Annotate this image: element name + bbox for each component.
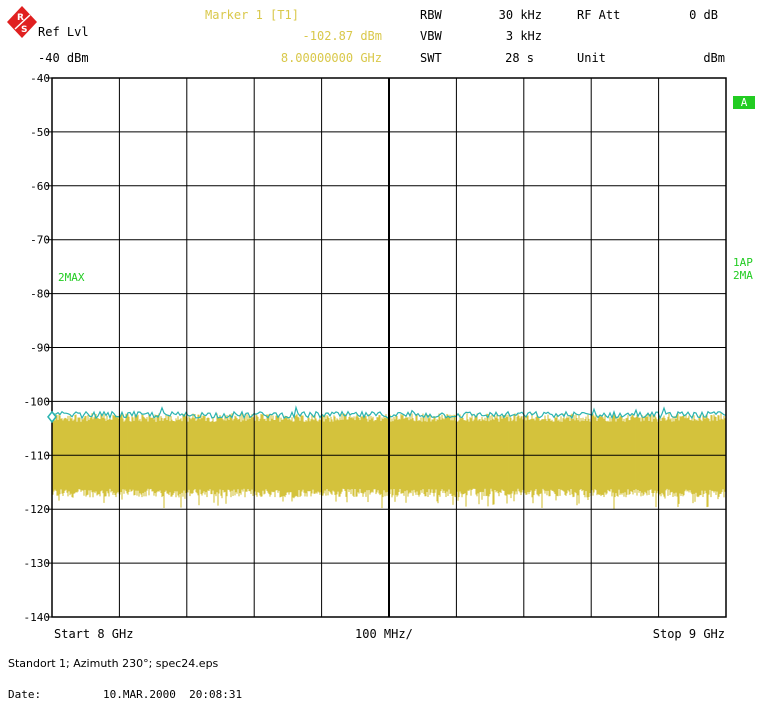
vbw-value: 3 kHz <box>505 29 542 43</box>
y-tick-label: -100 <box>24 395 51 408</box>
y-tick-label: -120 <box>24 503 51 516</box>
date-label: Date: <box>8 688 42 701</box>
svg-text:S: S <box>21 25 27 35</box>
trace-2max-label: 2MAX <box>58 271 85 284</box>
trace-1ap-label: 1AP <box>733 256 753 269</box>
y-tick-label: -70 <box>30 234 50 247</box>
y-tick-label: -140 <box>24 611 51 624</box>
marker-1-symbol <box>47 410 57 424</box>
ref-level-label: Ref Lvl <box>38 25 89 39</box>
date-value: 10.MAR.2000 20:08:31 <box>103 688 243 701</box>
start-frequency: Start 8 GHz <box>54 627 134 641</box>
unit-value: dBm <box>703 51 725 65</box>
rbw-value: 30 kHz <box>498 8 542 22</box>
rf-att-label: RF Att <box>577 8 621 22</box>
y-tick-label: -50 <box>30 126 50 139</box>
ref-level-value: -40 dBm <box>38 51 89 65</box>
y-tick-label: -130 <box>24 557 51 570</box>
rohde-schwarz-logo-icon: R S <box>7 6 37 38</box>
y-tick-label: -90 <box>30 342 50 355</box>
marker-frequency: 8.00000000 GHz <box>280 51 382 65</box>
rf-att-value: 0 dB <box>689 8 718 22</box>
unit-label: Unit <box>577 51 606 65</box>
marker-title: Marker 1 [T1] <box>205 8 299 22</box>
svg-text:R: R <box>17 13 24 23</box>
y-tick-label: -80 <box>30 288 50 301</box>
rbw-label: RBW <box>420 8 442 22</box>
y-tick-label: -60 <box>30 180 50 193</box>
y-tick-label: -110 <box>24 449 51 462</box>
marker-level: -102.87 dBm <box>302 29 382 43</box>
swt-value: 28 s <box>505 51 534 65</box>
y-tick-label: -40 <box>30 72 50 85</box>
swt-label: SWT <box>420 51 442 65</box>
stop-frequency: Stop 9 GHz <box>652 627 725 641</box>
caption: Standort 1; Azimuth 230°; spec24.eps <box>8 657 219 670</box>
span-per-division: 100 MHz/ <box>355 627 413 641</box>
trace-a-badge: A <box>733 96 755 109</box>
vbw-label: VBW <box>420 29 442 43</box>
trace-2ma-label: 2MA <box>733 269 753 282</box>
